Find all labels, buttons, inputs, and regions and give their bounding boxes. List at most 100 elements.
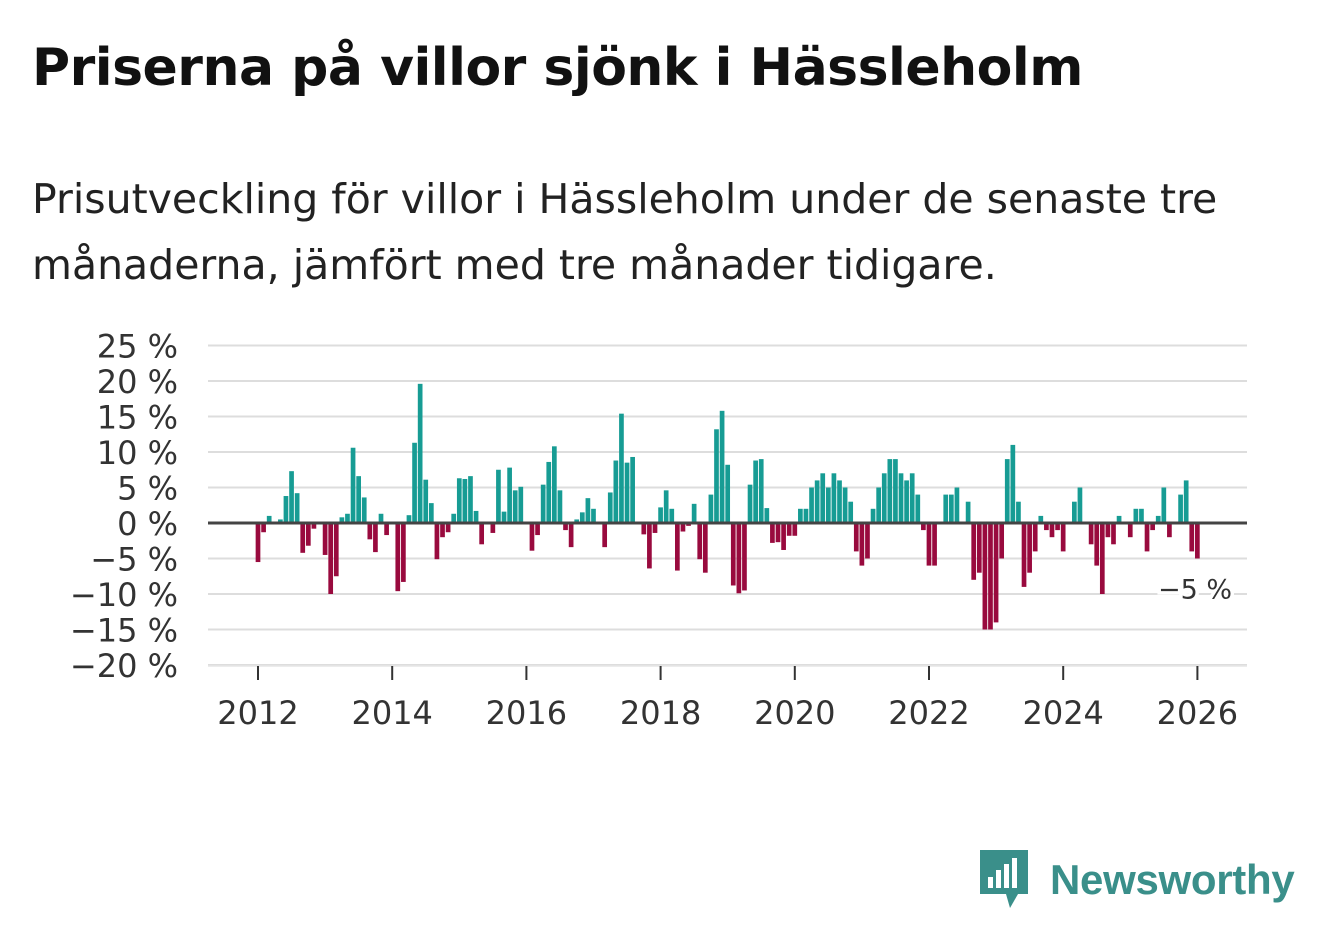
bar <box>496 469 501 523</box>
bar <box>786 523 792 536</box>
bar <box>535 523 540 536</box>
bar <box>1032 523 1038 552</box>
bar <box>445 523 451 533</box>
y-tick-label: 20 % <box>97 363 178 401</box>
bar <box>965 501 971 523</box>
bar <box>658 507 663 523</box>
bar <box>881 473 887 523</box>
bar <box>462 478 468 523</box>
bar <box>1088 523 1094 545</box>
bar <box>820 473 826 523</box>
bar <box>781 523 786 550</box>
bar <box>624 462 630 523</box>
bar <box>311 523 317 529</box>
bar <box>434 523 440 560</box>
bar <box>809 487 814 523</box>
bar-chart-speech-icon <box>980 850 1028 908</box>
bar <box>585 498 591 523</box>
bar <box>915 494 921 523</box>
bar <box>1027 523 1032 573</box>
bar <box>702 523 708 573</box>
bar <box>1195 523 1200 559</box>
bar <box>736 523 742 594</box>
bar <box>943 494 949 523</box>
bar <box>551 446 557 523</box>
y-tick-label: 15 % <box>97 399 178 437</box>
bar <box>837 480 842 523</box>
x-tick-label: 2014 <box>351 694 432 732</box>
x-tick-label: 2018 <box>620 694 701 732</box>
bar <box>417 383 423 523</box>
bar <box>1004 459 1010 523</box>
x-tick-label: 2022 <box>888 694 969 732</box>
bar <box>1167 523 1172 538</box>
bar <box>898 473 904 523</box>
bar <box>266 515 272 523</box>
bar <box>1144 523 1150 552</box>
bar <box>926 523 932 566</box>
bar <box>663 490 669 523</box>
bar <box>630 456 635 523</box>
bar <box>345 513 350 523</box>
bar <box>428 503 434 523</box>
bar <box>540 484 546 523</box>
bar <box>870 508 876 523</box>
bar <box>831 473 837 523</box>
bar <box>714 429 719 523</box>
bar <box>1116 515 1122 523</box>
x-tick-label: 2026 <box>1157 694 1238 732</box>
bar <box>1044 523 1049 531</box>
bar <box>328 523 334 594</box>
bar <box>546 461 552 523</box>
bar <box>675 523 680 571</box>
y-tick-label: −15 % <box>70 612 178 650</box>
bar <box>641 523 647 535</box>
bar <box>1021 523 1027 587</box>
bar <box>932 523 937 566</box>
bar <box>579 512 585 523</box>
bar <box>395 523 401 592</box>
bar <box>825 487 831 523</box>
bar <box>948 494 954 523</box>
bar <box>289 471 294 523</box>
bar <box>591 508 596 523</box>
bar <box>730 523 736 586</box>
bar <box>993 523 999 623</box>
bar <box>384 523 389 536</box>
bar <box>708 494 714 523</box>
bar <box>512 490 518 523</box>
bar <box>1150 523 1155 531</box>
bar <box>691 503 697 523</box>
bar <box>753 460 758 523</box>
bar <box>758 459 764 523</box>
bar <box>652 523 658 533</box>
bar <box>406 515 412 523</box>
bar <box>1161 487 1167 523</box>
bar <box>501 511 507 523</box>
bar <box>865 523 870 559</box>
y-tick-label: 10 % <box>97 434 178 472</box>
bar <box>1094 523 1100 566</box>
bar <box>848 501 854 523</box>
bar <box>887 459 893 523</box>
bar <box>1155 515 1161 523</box>
bar <box>1060 523 1066 552</box>
y-tick-label: 0 % <box>117 505 178 543</box>
bar <box>1038 515 1044 523</box>
bar <box>1105 523 1111 538</box>
x-tick-label: 2016 <box>486 694 567 732</box>
bar <box>1183 480 1189 523</box>
bar <box>518 486 524 523</box>
bar <box>775 523 781 543</box>
bar <box>401 523 406 582</box>
bar <box>1178 494 1183 523</box>
bar <box>647 523 652 569</box>
bar <box>859 523 865 566</box>
bar <box>976 523 982 573</box>
bar <box>669 508 675 523</box>
bar <box>619 413 624 523</box>
bar <box>373 523 378 553</box>
bar <box>982 523 988 630</box>
bar <box>468 476 473 523</box>
newsworthy-logo: Newsworthy <box>980 850 1295 910</box>
